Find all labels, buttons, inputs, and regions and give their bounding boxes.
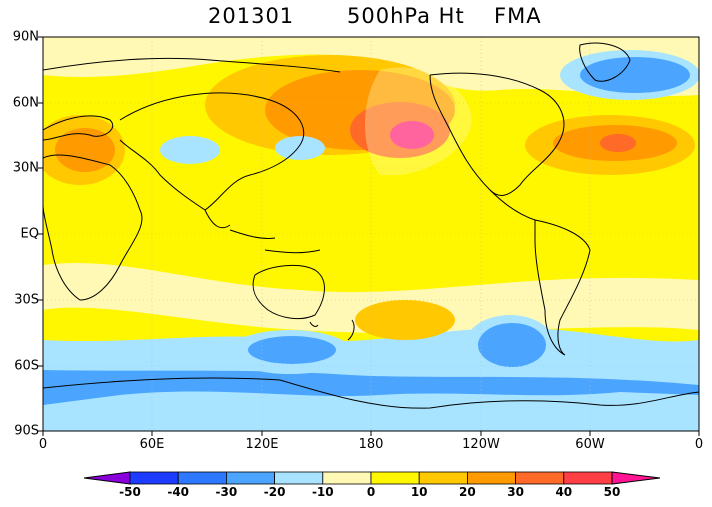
lon-label-180: 180 — [358, 437, 384, 452]
colorbar-box — [177, 471, 227, 485]
colorbar-label: -20 — [263, 485, 286, 499]
map-title: 201301 500hPa Ht FMA — [0, 4, 712, 32]
field-north-light — [43, 37, 699, 97]
colorbar-label: 40 — [555, 485, 573, 499]
field-sa-neg-inner — [478, 323, 546, 367]
field-sp-positive — [355, 300, 455, 340]
colorbar-label: -30 — [215, 485, 238, 499]
colorbar-label: -10 — [311, 485, 334, 499]
field-sp-neg-inner — [248, 336, 336, 364]
title-season: FMA — [494, 4, 542, 28]
title-variable: 500hPa Ht — [347, 4, 465, 28]
colorbar-box — [466, 471, 516, 485]
colorbar-box — [515, 471, 565, 485]
field-eu-pos-inner — [55, 128, 115, 172]
field-antarctic-light — [43, 391, 699, 431]
lon-label-120w: 120W — [462, 437, 500, 452]
lat-label-60s: 60S — [14, 358, 39, 374]
title-period: 201301 — [208, 4, 295, 28]
axis-ticks — [38, 36, 700, 436]
colorbar-box — [418, 471, 468, 485]
lon-label-60e: 60E — [139, 437, 165, 452]
colorbar-box — [370, 471, 420, 485]
colorbar-box — [225, 471, 275, 485]
field-japan-neg — [275, 136, 325, 160]
lat-label-30s: 30S — [14, 292, 39, 308]
lat-label-90n: 90N — [12, 29, 39, 45]
colorbar — [83, 471, 661, 485]
colorbar-label: 20 — [459, 485, 476, 499]
lon-label-0-end: 0 — [694, 437, 704, 452]
field-atl-pos-high — [600, 134, 636, 152]
colorbar-label: 50 — [603, 485, 621, 499]
map-grid — [43, 37, 699, 431]
map-field — [43, 37, 699, 431]
colorbar-arrow-low — [83, 471, 131, 485]
lat-label-30n: 30N — [12, 160, 39, 176]
colorbar-arrow-high — [611, 471, 661, 485]
lat-label-eq: EQ — [20, 226, 39, 242]
colorbar-box — [274, 471, 324, 485]
lat-label-90s: 90S — [14, 423, 39, 439]
colorbar-box — [322, 471, 372, 485]
colorbar-box — [129, 471, 179, 485]
lon-label-120e: 120E — [245, 437, 279, 452]
lon-label-60w: 60W — [575, 437, 605, 452]
field-np-pos-peak — [390, 121, 434, 149]
field-asia-neg — [160, 136, 220, 164]
lon-label-0: 0 — [38, 437, 48, 452]
colorbar-label: -40 — [167, 485, 190, 499]
colorbar-label: 10 — [410, 485, 428, 499]
colorbar-box — [563, 471, 613, 485]
colorbar-label: 30 — [507, 485, 524, 499]
colorbar-label: 0 — [366, 485, 376, 499]
field-arctic-neg-inner — [580, 57, 690, 93]
field-np-transition — [365, 67, 472, 175]
lat-label-60n: 60N — [12, 95, 39, 111]
coastlines — [43, 42, 699, 409]
colorbar-label: -50 — [119, 485, 141, 499]
